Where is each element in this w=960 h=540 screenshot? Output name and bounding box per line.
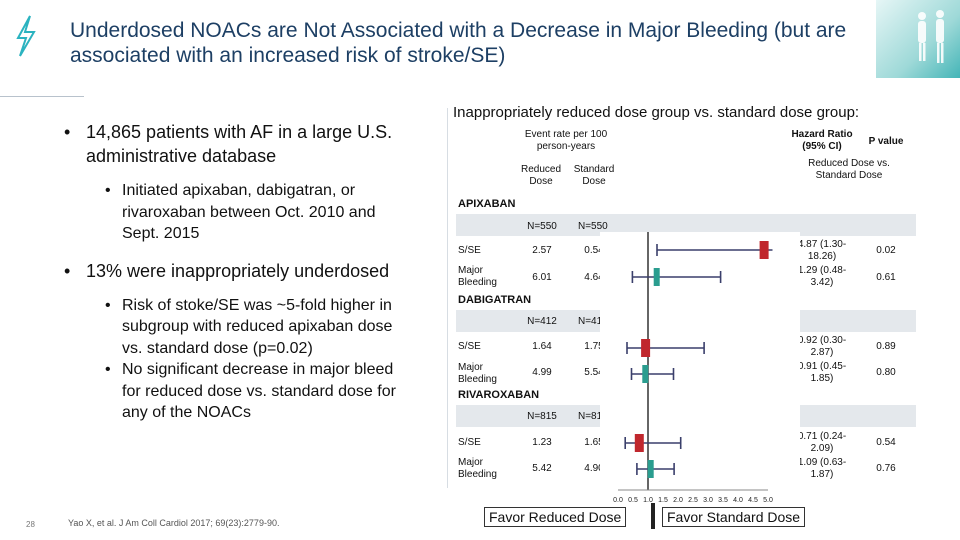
hr-point <box>641 339 651 357</box>
page-number: 28 <box>26 520 35 529</box>
p-value: 0.02 <box>876 245 896 256</box>
hr-value: 1.09 (0.63-1.87) <box>797 457 847 480</box>
tick-label: 4.0 <box>733 497 743 504</box>
bullet-text: Risk of stoke/SE was ~5-fold higher in s… <box>122 296 393 357</box>
group-rivaroxaban: RIVAROXABAN <box>458 389 540 401</box>
tick-label: 4.5 <box>748 497 758 504</box>
bullet-text: 14,865 patients with AF in a large U.S. … <box>86 122 393 166</box>
forest-plot: 0.0 0.5 1.0 1.5 2.0 2.5 3.0 3.5 4.0 4.5 5.0 <box>600 232 800 504</box>
group-dabigatran: DABIGATRAN <box>458 294 532 306</box>
hr-point <box>634 434 644 452</box>
rate-standard: 5.54 <box>584 367 604 378</box>
n-standard: N=815 <box>578 411 608 422</box>
hr-value: 0.92 (0.30-2.87) <box>797 335 847 358</box>
hr-value: 1.29 (0.48-3.42) <box>797 265 847 288</box>
n-row-band <box>456 214 916 236</box>
sub-bullet-item: • Risk of stoke/SE was ~5-fold higher in … <box>58 295 398 360</box>
p-value: 0.54 <box>876 437 896 448</box>
legend-favor-reduced: Favor Reduced Dose <box>484 507 627 527</box>
sub-bullet-item: • No significant decrease in major bleed … <box>58 359 398 424</box>
legend-separator <box>651 503 655 529</box>
rate-reduced: 1.64 <box>532 341 552 352</box>
header-p-value: P value <box>868 136 904 147</box>
bullet-list: • 14,865 patients with AF in a large U.S.… <box>58 120 398 424</box>
bullet-item: • 13% were inappropriately underdosed <box>58 259 398 283</box>
tick-label: 2.0 <box>673 497 683 504</box>
sub-bullet-item: • Initiated apixaban, dabigatran, or riva… <box>58 180 398 245</box>
outcome-label: Major Bleeding <box>458 362 497 385</box>
p-value: 0.76 <box>876 463 896 474</box>
legend-favor-standard: Favor Standard Dose <box>662 507 806 527</box>
corner-image <box>876 0 960 78</box>
p-value: 0.80 <box>876 367 896 378</box>
hr-point <box>647 460 654 478</box>
title-divider <box>0 96 84 97</box>
hr-point <box>653 268 660 286</box>
table-heading: Inappropriately reduced dose group vs. s… <box>453 104 860 121</box>
footnote: Yao X, et al. J Am Coll Cardiol 2017; 69… <box>68 518 280 528</box>
n-reduced: N=412 <box>527 316 557 327</box>
bullet-dot: • <box>64 122 71 142</box>
n-reduced: N=550 <box>527 221 557 232</box>
slide-title: Underdosed NOACs are Not Associated with… <box>70 19 847 67</box>
tick-label: 5.0 <box>763 497 773 504</box>
rate-reduced: 6.01 <box>532 272 552 283</box>
rate-reduced: 1.23 <box>532 437 552 448</box>
bullet-item: • 14,865 patients with AF in a large U.S.… <box>58 120 398 168</box>
bullet-text: Initiated apixaban, dabigatran, or rivar… <box>122 182 376 242</box>
n-reduced: N=815 <box>527 411 557 422</box>
bullet-text: No significant decrease in major bleed f… <box>122 361 396 421</box>
header-event-rate: Event rate per 100 person-years <box>524 129 608 152</box>
tick-label: 3.0 <box>703 497 713 504</box>
outcome-label: Major Bleeding <box>458 457 497 480</box>
hr-point <box>759 241 769 259</box>
rate-standard: 0.54 <box>584 245 604 256</box>
header-standard-dose: Standard Dose <box>573 164 615 187</box>
bullet-dot: • <box>105 182 111 199</box>
header-reduced-dose: Reduced Dose <box>520 164 562 187</box>
bullet-text: 13% were inappropriately underdosed <box>86 260 390 281</box>
n-standard: N=412 <box>578 316 608 327</box>
tick-label: 2.5 <box>688 497 698 504</box>
outcome-label: S/SE <box>458 341 481 352</box>
tick-label: 0.0 <box>613 497 623 504</box>
n-standard: N=550 <box>578 221 608 232</box>
hr-point <box>642 365 649 383</box>
rate-reduced: 4.99 <box>532 367 552 378</box>
group-apixaban: APIXABAN <box>458 198 516 210</box>
p-value: 0.89 <box>876 341 896 352</box>
outcome-label: S/SE <box>458 245 481 256</box>
header-hr-subtitle: Reduced Dose vs. Standard Dose <box>808 158 890 181</box>
lightning-bolt-icon <box>16 15 36 57</box>
bullet-dot: • <box>105 361 111 378</box>
hr-value: 4.87 (1.30-18.26) <box>797 239 847 262</box>
header-hazard-ratio: Hazard Ratio (95% CI) <box>791 129 853 152</box>
rate-standard: 1.75 <box>584 341 604 352</box>
tick-label: 0.5 <box>628 497 638 504</box>
p-value: 0.61 <box>876 272 896 283</box>
hr-value: 0.91 (0.45-1.85) <box>797 361 847 384</box>
plot-background <box>600 232 800 492</box>
rate-reduced: 5.42 <box>532 463 552 474</box>
rate-standard: 4.90 <box>584 463 604 474</box>
outcome-label: S/SE <box>458 437 481 448</box>
tick-label: 1.5 <box>658 497 668 504</box>
outcome-label: Major Bleeding <box>458 265 497 288</box>
rate-reduced: 2.57 <box>532 245 552 256</box>
column-divider <box>447 108 448 488</box>
hr-value: 0.71 (0.24-2.09) <box>797 431 847 454</box>
bullet-dot: • <box>64 260 71 281</box>
people-figures-icon <box>918 10 944 63</box>
tick-label: 1.0 <box>643 497 653 504</box>
rate-standard: 1.65 <box>584 437 604 448</box>
tick-label: 3.5 <box>718 497 728 504</box>
rate-standard: 4.64 <box>584 272 604 283</box>
bullet-dot: • <box>105 296 111 314</box>
